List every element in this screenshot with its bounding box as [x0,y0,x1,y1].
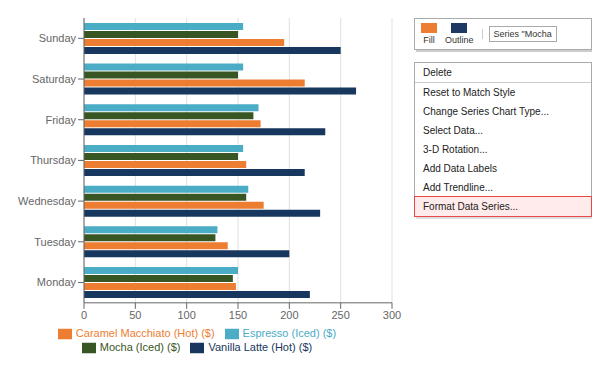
svg-text:Saturday: Saturday [32,73,77,85]
html-text:Add Data Labels: Add Data Labels [423,163,497,174]
svg-text:250: 250 [331,309,349,321]
html-text:Vanilla Latte (Hot) ($): Vanilla Latte (Hot) ($) [208,340,313,353]
html-text:Espresso (Iced) ($): Espresso (Iced) ($) [242,326,337,339]
html-text:Add Trendline...: Add Trendline... [423,182,493,193]
svg-text:100: 100 [177,309,195,321]
svg-text:150: 150 [229,309,247,321]
html-text:Series "Mocha: Series "Mocha [493,29,552,39]
svg-text:Friday: Friday [45,114,76,126]
html-text:Reset to Match Style: Reset to Match Style [423,87,516,98]
svg-text:200: 200 [280,309,298,321]
html-text:Delete: Delete [423,67,452,78]
html-text:Select Data...: Select Data... [423,125,483,136]
svg-text:Thursday: Thursday [30,154,76,166]
html-text:Fill: Fill [423,35,435,45]
svg-text:50: 50 [129,309,141,321]
html-text:Caramel Macchiato (Hot) ($): Caramel Macchiato (Hot) ($) [75,326,215,339]
svg-text:Wednesday: Wednesday [18,195,76,207]
html-text:Change Series Chart Type...: Change Series Chart Type... [423,106,549,117]
html-text:Mocha (Iced) ($): Mocha (Iced) ($) [99,340,181,353]
html-text:Format Data Series...: Format Data Series... [423,201,518,212]
svg-text:Tuesday: Tuesday [34,236,76,248]
svg-text:Sunday: Sunday [39,32,77,44]
html-text:Outline: Outline [445,35,474,45]
html-text:3-D Rotation...: 3-D Rotation... [423,144,488,155]
svg-text:300: 300 [383,309,401,321]
svg-text:0: 0 [81,309,87,321]
svg-text:Monday: Monday [37,276,77,288]
